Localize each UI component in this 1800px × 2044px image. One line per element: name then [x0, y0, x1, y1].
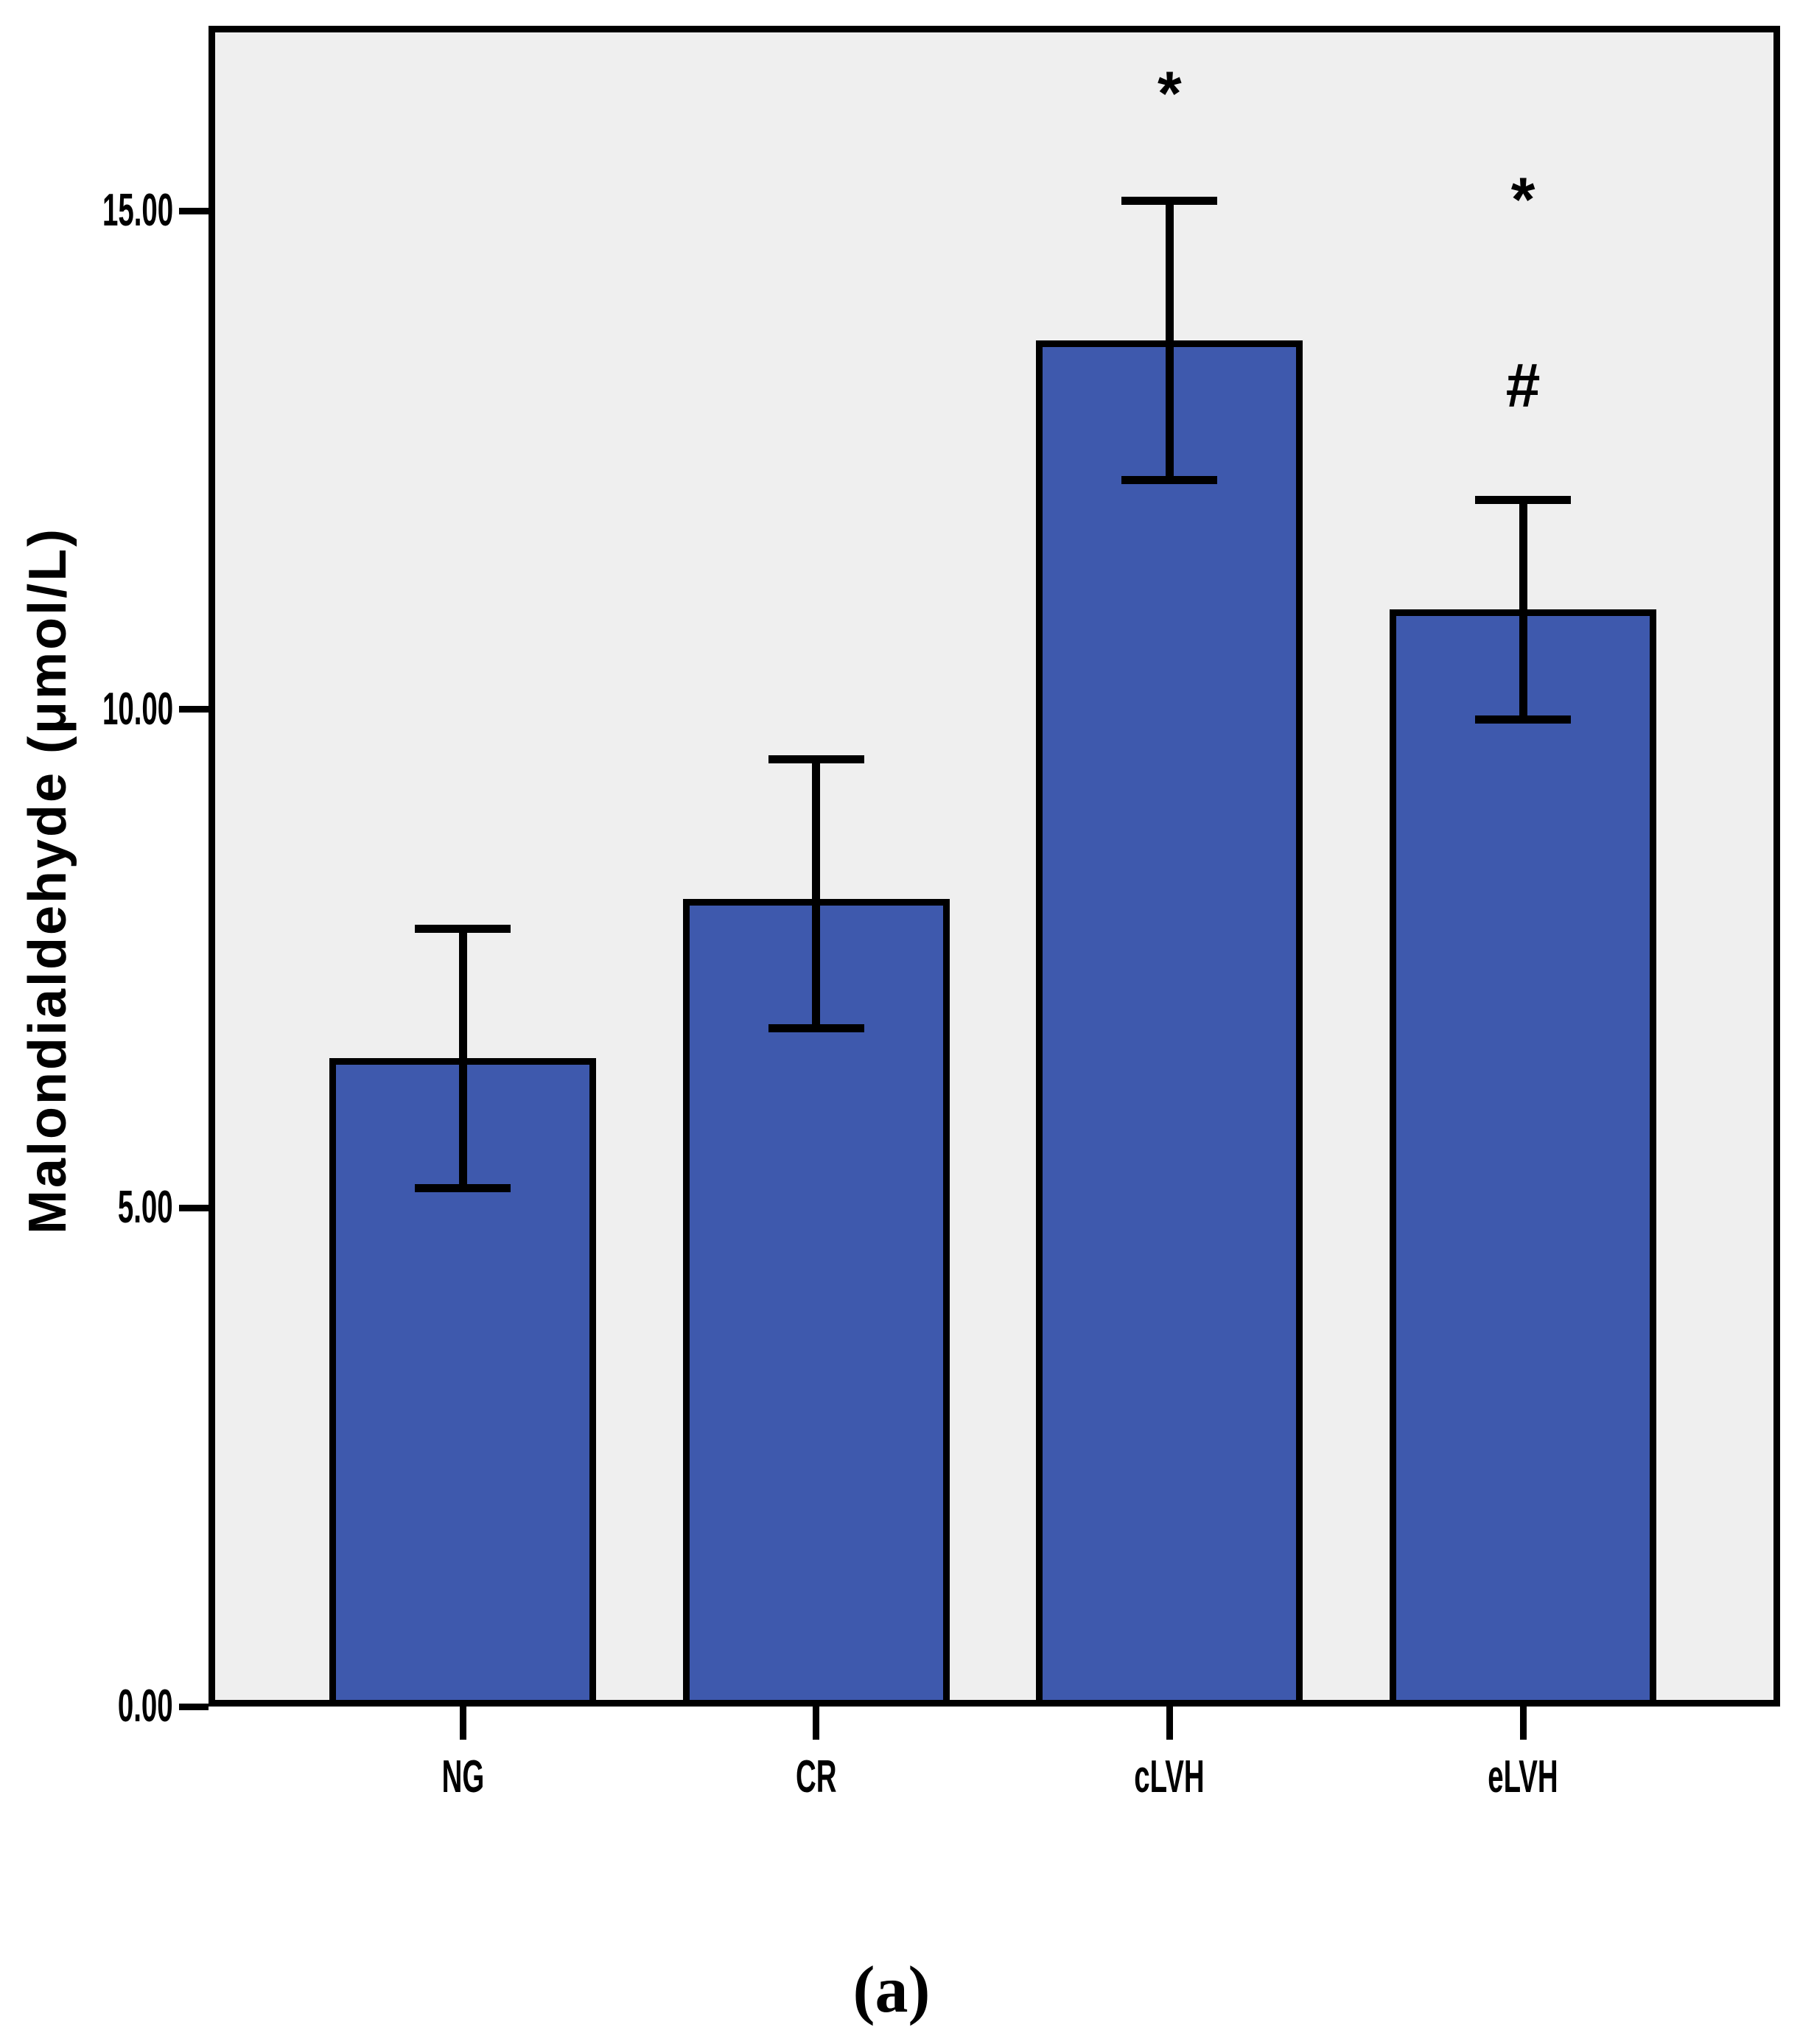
- error-bar-cap-bottom: [1121, 475, 1218, 484]
- error-bar-cap-bottom: [1475, 715, 1572, 724]
- error-bar-cap-top: [1475, 496, 1572, 504]
- bar-cLVH: [1036, 340, 1303, 1707]
- error-bar-line: [458, 928, 467, 1189]
- y-tick-mark: [179, 207, 209, 214]
- y-tick-label-text: 15.00: [102, 185, 173, 237]
- x-tick-label-text: CR: [795, 1751, 837, 1802]
- figure-caption: (a): [852, 1953, 931, 2026]
- error-bar-cap-top: [415, 924, 511, 933]
- y-tick-label-text: 10.00: [102, 683, 173, 735]
- y-tick-label-text: 5.00: [118, 1182, 173, 1233]
- error-bar-cap-top: [768, 755, 864, 763]
- error-bar-cap-bottom: [415, 1183, 511, 1192]
- y-tick-mark: [179, 1204, 209, 1211]
- y-axis-title: Malondialdehyde (μmol/L): [18, 526, 77, 1235]
- x-tick-mark: [1166, 1705, 1173, 1740]
- error-bar-cap-top: [1121, 197, 1218, 206]
- error-bar-cap-bottom: [768, 1024, 864, 1033]
- y-tick-label: 10.00: [0, 684, 173, 735]
- significance-marker-text: #: [1505, 349, 1541, 419]
- x-tick-label-CR: CR: [669, 1748, 964, 1807]
- x-tick-label-cLVH: cLVH: [1022, 1748, 1317, 1807]
- y-tick-mark: [179, 1703, 209, 1710]
- error-bar-line: [1165, 200, 1174, 480]
- bar-CR: [682, 898, 950, 1707]
- y-tick-label: 15.00: [0, 185, 173, 237]
- bar-eLVH: [1390, 609, 1657, 1707]
- error-bar-line: [1519, 500, 1527, 720]
- x-tick-label-text: NG: [441, 1751, 484, 1802]
- significance-marker-text: *: [1510, 164, 1535, 234]
- x-tick-mark: [813, 1705, 820, 1740]
- y-tick-label-text: 0.00: [118, 1681, 173, 1732]
- x-tick-mark: [1519, 1705, 1527, 1740]
- x-tick-label-eLVH: eLVH: [1376, 1748, 1670, 1807]
- significance-marker: *: [1468, 134, 1578, 245]
- x-tick-label-text: cLVH: [1134, 1751, 1205, 1802]
- significance-marker-text: *: [1158, 57, 1182, 127]
- x-tick-label-text: eLVH: [1488, 1751, 1558, 1802]
- x-tick-mark: [459, 1705, 466, 1740]
- significance-marker: *: [1114, 28, 1225, 139]
- y-tick-label: 5.00: [0, 1182, 173, 1233]
- x-tick-label-NG: NG: [315, 1748, 610, 1807]
- error-bar-line: [812, 759, 821, 1029]
- y-tick-mark: [179, 706, 209, 713]
- y-tick-label: 0.00: [0, 1681, 173, 1732]
- significance-marker: #: [1468, 327, 1578, 438]
